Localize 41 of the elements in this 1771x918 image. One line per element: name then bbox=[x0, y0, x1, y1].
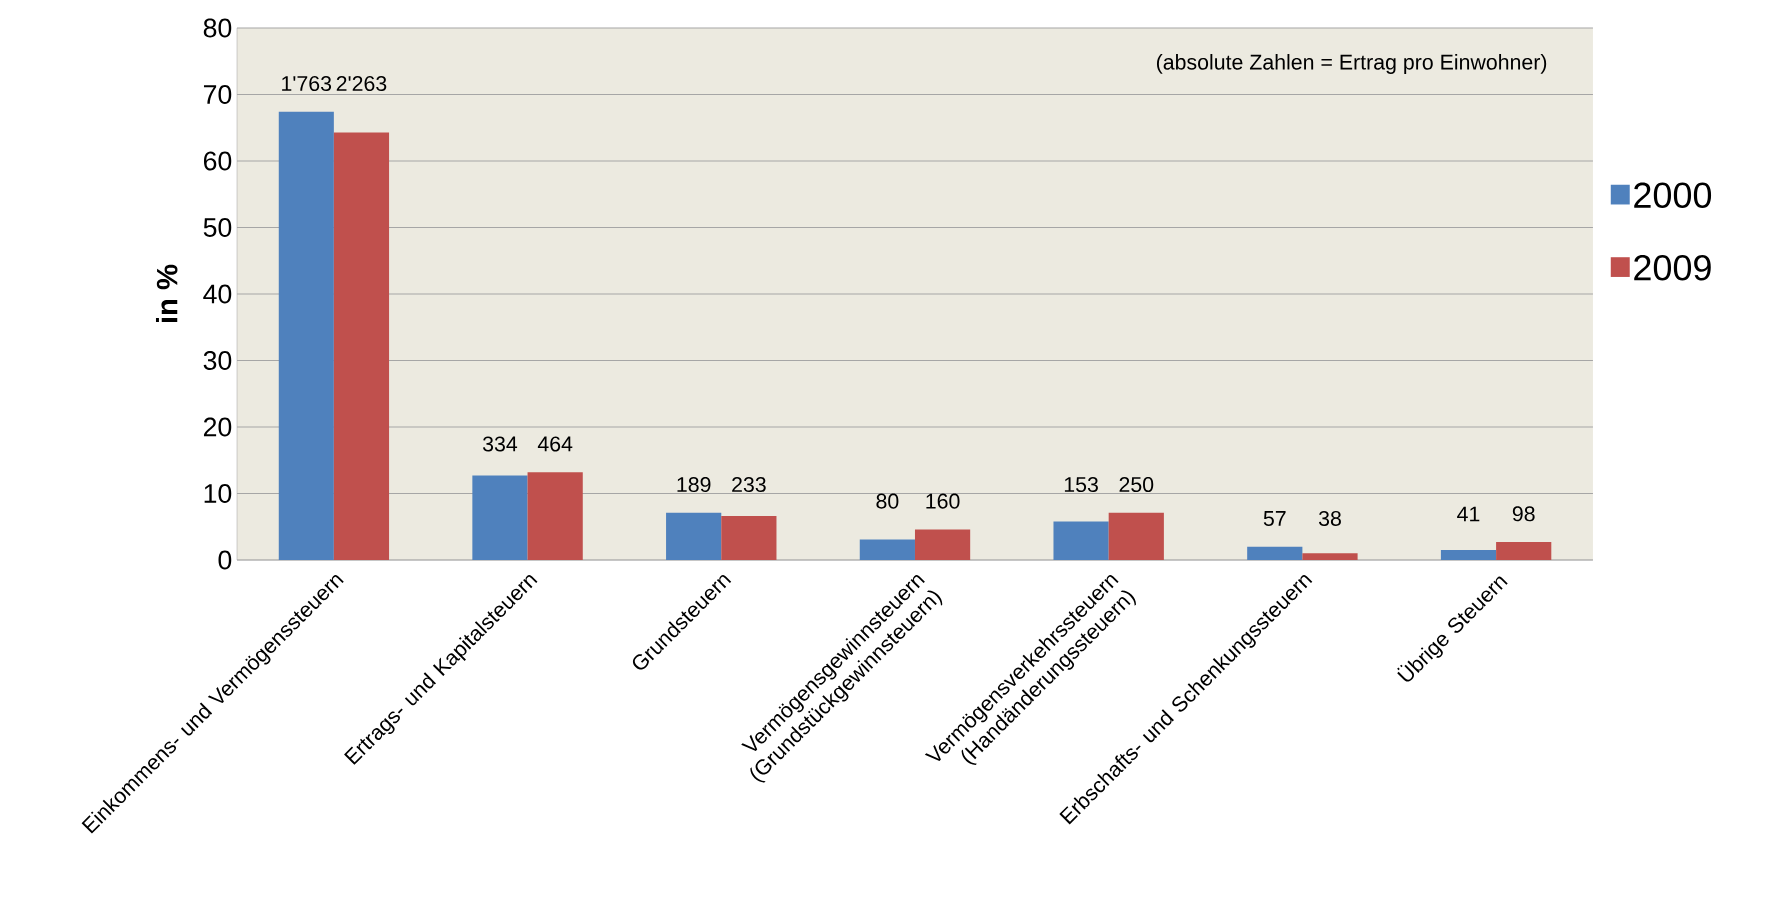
bar bbox=[666, 512, 722, 560]
y-tick-label: 0 bbox=[218, 550, 232, 570]
annotation: 38 bbox=[1318, 510, 1341, 526]
y-axis-title: in % bbox=[155, 264, 178, 323]
bar bbox=[914, 529, 971, 560]
y-tick-label: 10 bbox=[204, 484, 232, 503]
y-tick-label: 70 bbox=[203, 85, 232, 104]
bar bbox=[1302, 553, 1358, 560]
y-tick-label: 40 bbox=[203, 284, 232, 304]
bar bbox=[527, 472, 583, 560]
bar bbox=[1108, 512, 1164, 560]
annotation: 464 bbox=[537, 436, 573, 452]
bar bbox=[859, 539, 915, 560]
y-tick-label: 20 bbox=[203, 417, 232, 437]
annotation: 41 bbox=[1457, 506, 1480, 522]
bar bbox=[333, 132, 390, 560]
annotation: 334 bbox=[482, 436, 518, 452]
y-tick-label: 60 bbox=[203, 151, 232, 171]
bar bbox=[721, 516, 777, 560]
y-tick-label: 30 bbox=[203, 351, 232, 370]
annotation: 1'763 bbox=[282, 75, 332, 92]
annotation: (absolute Zahlen = Ertrag pro Einwohner) bbox=[1156, 53, 1547, 74]
annotation: 189 bbox=[677, 476, 711, 493]
annotation: 57 bbox=[1263, 511, 1286, 526]
annotation: 98 bbox=[1512, 506, 1535, 522]
annotation: 250 bbox=[1119, 476, 1154, 493]
y-tick-label: 80 bbox=[203, 18, 232, 38]
bar bbox=[1496, 542, 1552, 560]
y-tick-label: 50 bbox=[203, 218, 232, 237]
bar bbox=[278, 111, 334, 560]
annotation: 80 bbox=[876, 493, 899, 509]
bar bbox=[1247, 546, 1303, 560]
annotation: 153 bbox=[1064, 476, 1098, 493]
bar bbox=[1440, 550, 1497, 560]
bar bbox=[1053, 521, 1109, 560]
legend-label: 2000 bbox=[1634, 182, 1712, 209]
annotation: 160 bbox=[926, 493, 960, 509]
annotation: 233 bbox=[732, 476, 766, 493]
bar bbox=[472, 475, 528, 560]
legend-label: 2009 bbox=[1634, 255, 1711, 281]
annotation: 2'263 bbox=[336, 75, 387, 92]
